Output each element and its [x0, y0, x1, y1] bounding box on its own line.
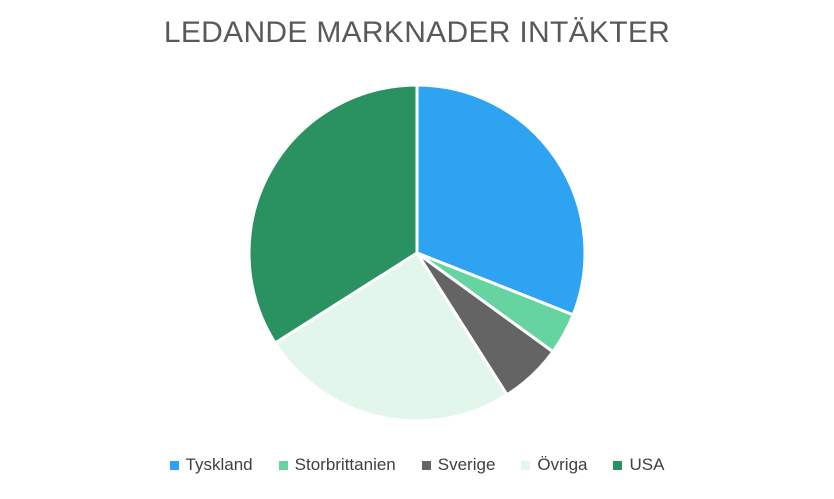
legend-label: Sverige	[437, 455, 496, 474]
legend-swatch	[521, 460, 531, 470]
pie-slice-usa	[247, 83, 419, 345]
legend-swatch	[169, 460, 179, 470]
legend-item: Storbrittanien	[278, 455, 396, 475]
pie-slice--vriga	[273, 251, 509, 423]
legend-swatch	[613, 460, 623, 470]
pie-slice-tyskland	[415, 83, 587, 317]
legend-label: Tyskland	[185, 455, 253, 474]
legend-label: Storbrittanien	[294, 455, 396, 474]
legend-swatch	[421, 460, 431, 470]
legend-item: Tyskland	[169, 455, 253, 475]
chart-title: LEDANDE MARKNADER INTÄKTER	[163, 16, 671, 49]
legend-item: Övriga	[521, 455, 587, 475]
legend-label: Övriga	[537, 455, 588, 474]
legend-label: USA	[629, 455, 665, 474]
chart-legend: Tyskland Storbrittanien Sverige Övriga USA	[0, 455, 834, 475]
legend-swatch	[278, 460, 288, 470]
legend-item: USA	[613, 455, 664, 475]
legend-item: Sverige	[421, 455, 496, 475]
